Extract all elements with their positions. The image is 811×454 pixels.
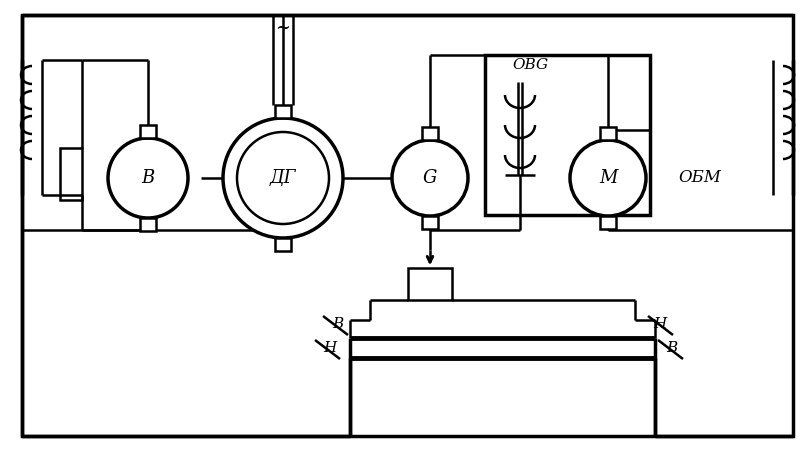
Circle shape xyxy=(223,118,343,238)
Bar xyxy=(600,216,616,229)
Text: ~: ~ xyxy=(276,19,290,37)
Circle shape xyxy=(570,140,646,216)
Text: OBG: OBG xyxy=(512,58,548,72)
Bar xyxy=(422,216,438,229)
Circle shape xyxy=(108,138,188,218)
Text: G: G xyxy=(423,169,437,187)
Bar xyxy=(60,148,82,200)
Text: M: M xyxy=(599,169,617,187)
Text: B: B xyxy=(667,341,678,355)
Bar xyxy=(275,238,291,251)
Circle shape xyxy=(237,132,329,224)
Text: H: H xyxy=(324,341,337,355)
Text: B: B xyxy=(141,169,155,187)
Bar xyxy=(275,105,291,118)
Circle shape xyxy=(392,140,468,216)
Text: B: B xyxy=(333,317,344,331)
Bar xyxy=(408,268,452,300)
Bar xyxy=(600,127,616,140)
Text: OБМ: OБМ xyxy=(679,169,722,187)
Bar xyxy=(485,55,650,215)
Text: ДГ: ДГ xyxy=(270,169,296,187)
Bar xyxy=(422,127,438,140)
Bar xyxy=(140,218,156,231)
Text: H: H xyxy=(654,317,667,331)
Bar xyxy=(140,125,156,138)
